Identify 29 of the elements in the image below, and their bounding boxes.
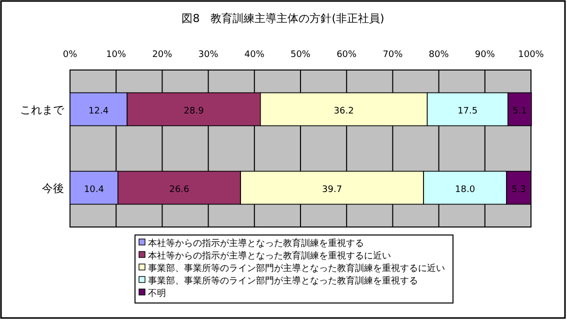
- x-tick-label: 0%: [62, 50, 78, 60]
- chart-title: 図8 教育訓練主導主体の方針(非正社員): [182, 12, 384, 25]
- data-label: 26.6: [169, 184, 190, 195]
- data-label: 36.2: [334, 106, 354, 116]
- legend-label: 事業部、事業所等のライン部門が主導となった教育訓練を重視する: [148, 276, 418, 286]
- x-tick-label: 40%: [244, 50, 265, 60]
- data-label: 10.4: [84, 184, 104, 195]
- legend-label: 事業部、事業所等のライン部門が主導となった教育訓練を重視するに近い: [148, 263, 445, 274]
- y-tick-label: これまで: [20, 103, 65, 116]
- data-label: 17.5: [458, 106, 478, 116]
- data-label: 28.9: [184, 106, 204, 116]
- data-label: 18.0: [455, 184, 476, 195]
- legend-label: 本社等からの指示が主導となった教育訓練を重視するに近い: [148, 250, 391, 262]
- data-label: 12.4: [88, 106, 109, 116]
- x-tick-label: 90%: [474, 50, 496, 60]
- y-tick-label: 今後: [42, 182, 64, 195]
- x-tick-label: 10%: [106, 50, 127, 60]
- x-tick-label: 60%: [336, 50, 358, 60]
- x-tick-label: 20%: [152, 50, 173, 60]
- x-tick-label: 30%: [198, 50, 219, 60]
- x-tick-label: 100%: [518, 50, 544, 60]
- x-tick-label: 70%: [382, 50, 404, 60]
- legend-label: 本社等からの指示が主導となった教育訓練を重視する: [148, 238, 364, 249]
- x-tick-label: 50%: [290, 50, 311, 60]
- legend-label: 不明: [148, 288, 166, 299]
- data-label: 5.3: [512, 184, 526, 195]
- x-tick-label: 80%: [428, 50, 450, 60]
- data-label: 39.7: [322, 184, 342, 195]
- data-label: 5.1: [512, 106, 527, 116]
